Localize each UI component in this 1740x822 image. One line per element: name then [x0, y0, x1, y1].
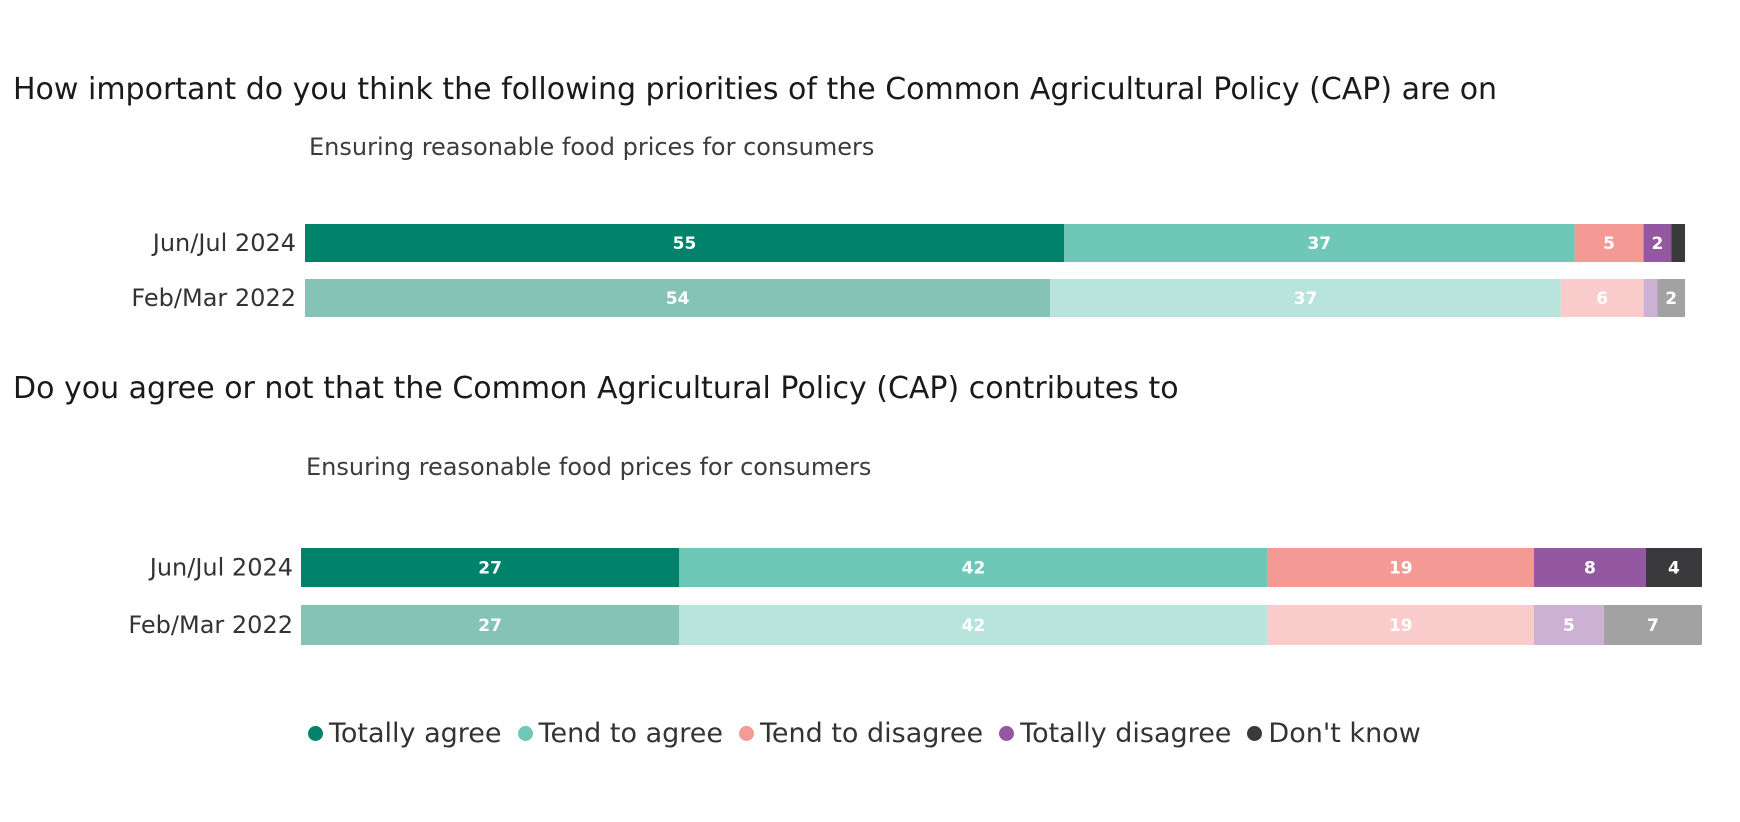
- data-label: 37: [1294, 289, 1318, 309]
- data-label: 54: [666, 289, 690, 309]
- bar-segment-totally-agree: [305, 224, 1064, 262]
- legend-dot-icon: [999, 726, 1015, 741]
- data-label: 5: [1563, 616, 1575, 636]
- row-label: Jun/Jul 2024: [148, 554, 293, 582]
- bar-segment-tend-to-disagree: [1574, 224, 1644, 262]
- legend-label: Don't know: [1268, 718, 1421, 749]
- legend-label: Totally disagree: [1020, 718, 1232, 749]
- data-label: 27: [478, 559, 502, 579]
- legend-dot-icon: [308, 726, 323, 741]
- legend-label: Tend to agree: [538, 718, 723, 749]
- row-label: Feb/Mar 2022: [128, 611, 293, 639]
- legend-dot-icon: [1247, 726, 1263, 741]
- data-label: 5: [1603, 234, 1615, 254]
- bar-segment-tend-to-agree: [1064, 224, 1575, 262]
- bar-segment-dont-know: [1671, 224, 1685, 262]
- bar-segment-totally-disagree: [1643, 279, 1658, 317]
- bar-segment-tend-to-agree: [679, 548, 1268, 587]
- bar-segment-totally-agree: [301, 605, 680, 645]
- legend-item-tend-to-disagree: Tend to disagree: [739, 718, 983, 749]
- chart2-subtitle: Ensuring reasonable food prices for cons…: [306, 453, 872, 481]
- legend-label: Totally agree: [329, 718, 502, 749]
- data-label: 27: [478, 616, 502, 636]
- bar-segment-totally-agree: [301, 548, 680, 587]
- data-label: 37: [1307, 234, 1331, 254]
- bar-segment-totally-disagree: [1643, 224, 1672, 262]
- chart1-subtitle: Ensuring reasonable food prices for cons…: [309, 133, 875, 161]
- bar-segment-tend-to-agree: [679, 605, 1268, 645]
- legend-item-totally-disagree: Totally disagree: [999, 718, 1231, 749]
- bar-segment-tend-to-agree: [1050, 279, 1561, 317]
- legend-dot-icon: [739, 726, 754, 741]
- bar-segment-dont-know: [1657, 279, 1685, 317]
- bar-segment-totally-agree: [305, 279, 1051, 317]
- row-label: Jun/Jul 2024: [151, 229, 296, 257]
- bar-segment-dont-know: [1603, 605, 1702, 645]
- legend-label: Tend to disagree: [760, 718, 984, 749]
- bar-segment-tend-to-disagree: [1267, 548, 1534, 587]
- data-label: 19: [1389, 559, 1413, 579]
- data-label: 19: [1389, 616, 1413, 636]
- bar-segment-totally-disagree: [1533, 548, 1646, 587]
- data-label: 2: [1651, 234, 1663, 254]
- data-label: 55: [673, 234, 697, 254]
- data-label: 8: [1584, 559, 1596, 579]
- row-label: Feb/Mar 2022: [131, 284, 296, 312]
- legend: Totally agree Tend to agree Tend to disa…: [308, 718, 1437, 749]
- legend-item-dont-know: Don't know: [1247, 718, 1421, 749]
- chart1-heading: How important do you think the following…: [13, 72, 1498, 107]
- data-label: 4: [1668, 559, 1680, 579]
- bar-segment-totally-disagree: [1533, 605, 1604, 645]
- legend-item-tend-to-agree: Tend to agree: [517, 718, 723, 749]
- bar-segment-dont-know: [1645, 548, 1702, 587]
- bar-segment-tend-to-disagree: [1560, 279, 1644, 317]
- legend-dot-icon: [517, 726, 533, 741]
- data-label: 6: [1596, 289, 1608, 309]
- data-label: 7: [1647, 616, 1659, 636]
- chart2-heading: Do you agree or not that the Common Agri…: [13, 371, 1179, 406]
- data-label: 2: [1665, 289, 1677, 309]
- legend-item-totally-agree: Totally agree: [308, 718, 502, 749]
- data-label: 42: [962, 616, 986, 636]
- data-label: 42: [962, 559, 986, 579]
- bar-segment-tend-to-disagree: [1267, 605, 1534, 645]
